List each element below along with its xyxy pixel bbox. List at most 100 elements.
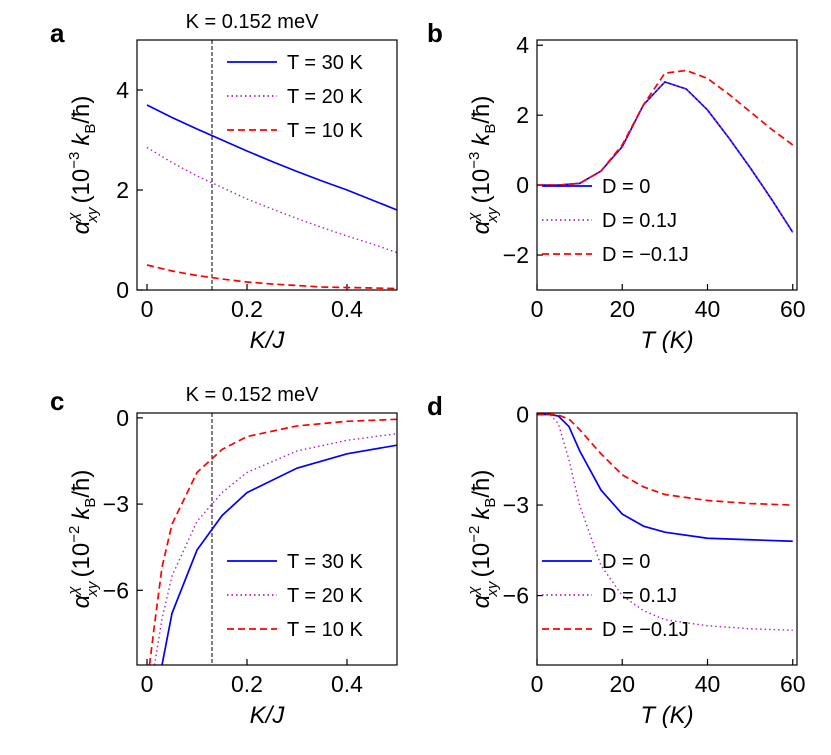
x-tick-label: 60 bbox=[780, 671, 806, 697]
panel: d 0 20 40 60 −6 −3 0 D = 0 D = 0.1J D = −0.1J T (K)… bbox=[427, 391, 806, 729]
legend-label: D = 0 bbox=[602, 551, 650, 573]
x-tick-label: 40 bbox=[695, 671, 721, 697]
panel-letter: a bbox=[50, 18, 65, 48]
legend-label: T = 20 K bbox=[287, 585, 363, 607]
x-tick-label: 0 bbox=[531, 671, 544, 697]
y-axis-label-part: χ bbox=[65, 586, 82, 597]
y-axis-label-part: −3 bbox=[466, 152, 483, 169]
x-axis-label: K/J bbox=[250, 702, 286, 729]
series-line bbox=[537, 413, 793, 506]
y-axis-label-part: (10 bbox=[468, 543, 495, 578]
panel-letter: d bbox=[427, 391, 443, 421]
x-tick-label: 40 bbox=[695, 296, 721, 322]
y-axis-label-part: /ħ) bbox=[468, 96, 495, 124]
series-line bbox=[537, 413, 793, 631]
y-axis-label-part: B bbox=[82, 124, 99, 134]
series-line bbox=[537, 69, 794, 186]
legend-label: D = 0.1J bbox=[602, 210, 677, 232]
y-axis-label-part: B bbox=[482, 498, 499, 508]
y-axis-label-part: (10 bbox=[68, 169, 95, 204]
y-axis-label-part: −2 bbox=[66, 526, 83, 543]
x-tick-label: 0.4 bbox=[331, 296, 363, 322]
plot-frame bbox=[536, 39, 798, 291]
y-axis-label-part: xy bbox=[484, 206, 501, 224]
x-tick-label: 0.4 bbox=[331, 671, 363, 697]
series-line bbox=[537, 81, 794, 233]
y-axis-label-part: −3 bbox=[66, 152, 83, 169]
x-tick-label: 0 bbox=[531, 296, 544, 322]
y-axis-label-part: α bbox=[68, 593, 95, 608]
plot-frame bbox=[536, 412, 798, 666]
y-axis-label-part: (10 bbox=[468, 169, 495, 204]
legend-label: D = 0 bbox=[602, 176, 650, 198]
y-tick-label: 2 bbox=[516, 102, 529, 128]
series-line bbox=[146, 264, 397, 290]
legend-label: T = 20 K bbox=[287, 86, 363, 108]
x-tick-label: 0 bbox=[141, 296, 154, 322]
y-axis-label: αχ xy (10−2 kB/ħ) bbox=[65, 470, 101, 609]
y-tick-label: −6 bbox=[503, 583, 529, 609]
y-axis-label-part: k bbox=[68, 132, 95, 146]
y-axis-label-part: k bbox=[468, 132, 495, 146]
panel: a 0 0.2 0.4 0 2 4 K = 0.152 meV T = 30 K T = 20 K… bbox=[50, 11, 398, 354]
x-axis-label: K/J bbox=[250, 327, 286, 354]
y-axis-label-part: k bbox=[68, 506, 95, 520]
x-axis-label: T (K) bbox=[640, 327, 693, 354]
y-axis-label-part: k bbox=[468, 506, 495, 520]
y-tick-label: −3 bbox=[103, 491, 129, 517]
legend-label: T = 10 K bbox=[287, 619, 363, 641]
x-tick-label: 60 bbox=[780, 296, 806, 322]
y-axis-label-part: xy bbox=[84, 206, 101, 224]
plot-frame bbox=[136, 39, 398, 291]
y-axis-label-part: χ bbox=[65, 212, 82, 223]
panel: b 0 20 40 60 −2 0 2 4 D = 0 D = 0.1J D = −0.1J T (K)… bbox=[427, 18, 806, 354]
y-axis-label: αχ xy (10−3 kB/ħ) bbox=[65, 96, 101, 235]
y-axis-label-part: B bbox=[482, 124, 499, 134]
y-tick-label: 2 bbox=[116, 177, 129, 203]
y-tick-label: 0 bbox=[116, 405, 129, 431]
x-tick-label: 20 bbox=[609, 296, 635, 322]
y-axis-label-part: α bbox=[68, 219, 95, 234]
x-tick-label: 20 bbox=[609, 671, 635, 697]
y-axis-label-part: χ bbox=[465, 586, 482, 597]
x-axis-label: T (K) bbox=[640, 702, 693, 729]
series-line bbox=[146, 104, 397, 211]
x-tick-label: 0 bbox=[141, 671, 154, 697]
legend-label: D = 0.1J bbox=[602, 585, 677, 607]
y-tick-label: 4 bbox=[116, 77, 129, 103]
y-tick-label: 4 bbox=[516, 32, 529, 58]
x-tick-label: 0.2 bbox=[231, 671, 263, 697]
series-line bbox=[161, 444, 397, 665]
annotation: K = 0.152 meV bbox=[186, 11, 320, 33]
y-axis-label: αχ xy (10−3 kB/ħ) bbox=[465, 96, 501, 235]
y-axis-label-part: xy bbox=[484, 580, 501, 598]
legend-label: D = −0.1J bbox=[602, 619, 689, 641]
x-tick-label: 0.2 bbox=[231, 296, 263, 322]
y-axis-label-part: (10 bbox=[68, 543, 95, 578]
legend-label: T = 30 K bbox=[287, 551, 363, 573]
y-tick-label: 0 bbox=[516, 402, 529, 428]
legend-label: D = −0.1J bbox=[602, 244, 689, 266]
series-line bbox=[148, 418, 397, 665]
y-axis-label-part: B bbox=[82, 498, 99, 508]
y-tick-label: 0 bbox=[516, 172, 529, 198]
legend-label: T = 10 K bbox=[287, 120, 363, 142]
y-axis-label-part: χ bbox=[465, 212, 482, 223]
y-tick-label: 0 bbox=[116, 277, 129, 303]
annotation: K = 0.152 meV bbox=[186, 384, 320, 406]
panel: c 0 0.2 0.4 −6 −3 0 K = 0.152 meV T = 30 K T = 20… bbox=[50, 384, 398, 729]
y-axis-label-part: /ħ) bbox=[68, 96, 95, 124]
y-axis-label-part: /ħ) bbox=[68, 470, 95, 498]
y-axis-label-part: α bbox=[468, 219, 495, 234]
y-axis-label-part: −2 bbox=[466, 526, 483, 543]
y-axis-label-part: α bbox=[468, 593, 495, 608]
panel-letter: c bbox=[50, 386, 64, 416]
series-line bbox=[537, 413, 793, 543]
series-line bbox=[146, 146, 397, 254]
y-axis-label: αχ xy (10−2 kB/ħ) bbox=[465, 470, 501, 609]
panel-letter: b bbox=[427, 18, 443, 48]
y-axis-label-part: /ħ) bbox=[468, 470, 495, 498]
y-tick-label: −3 bbox=[503, 492, 529, 518]
plot-frame bbox=[136, 412, 398, 666]
